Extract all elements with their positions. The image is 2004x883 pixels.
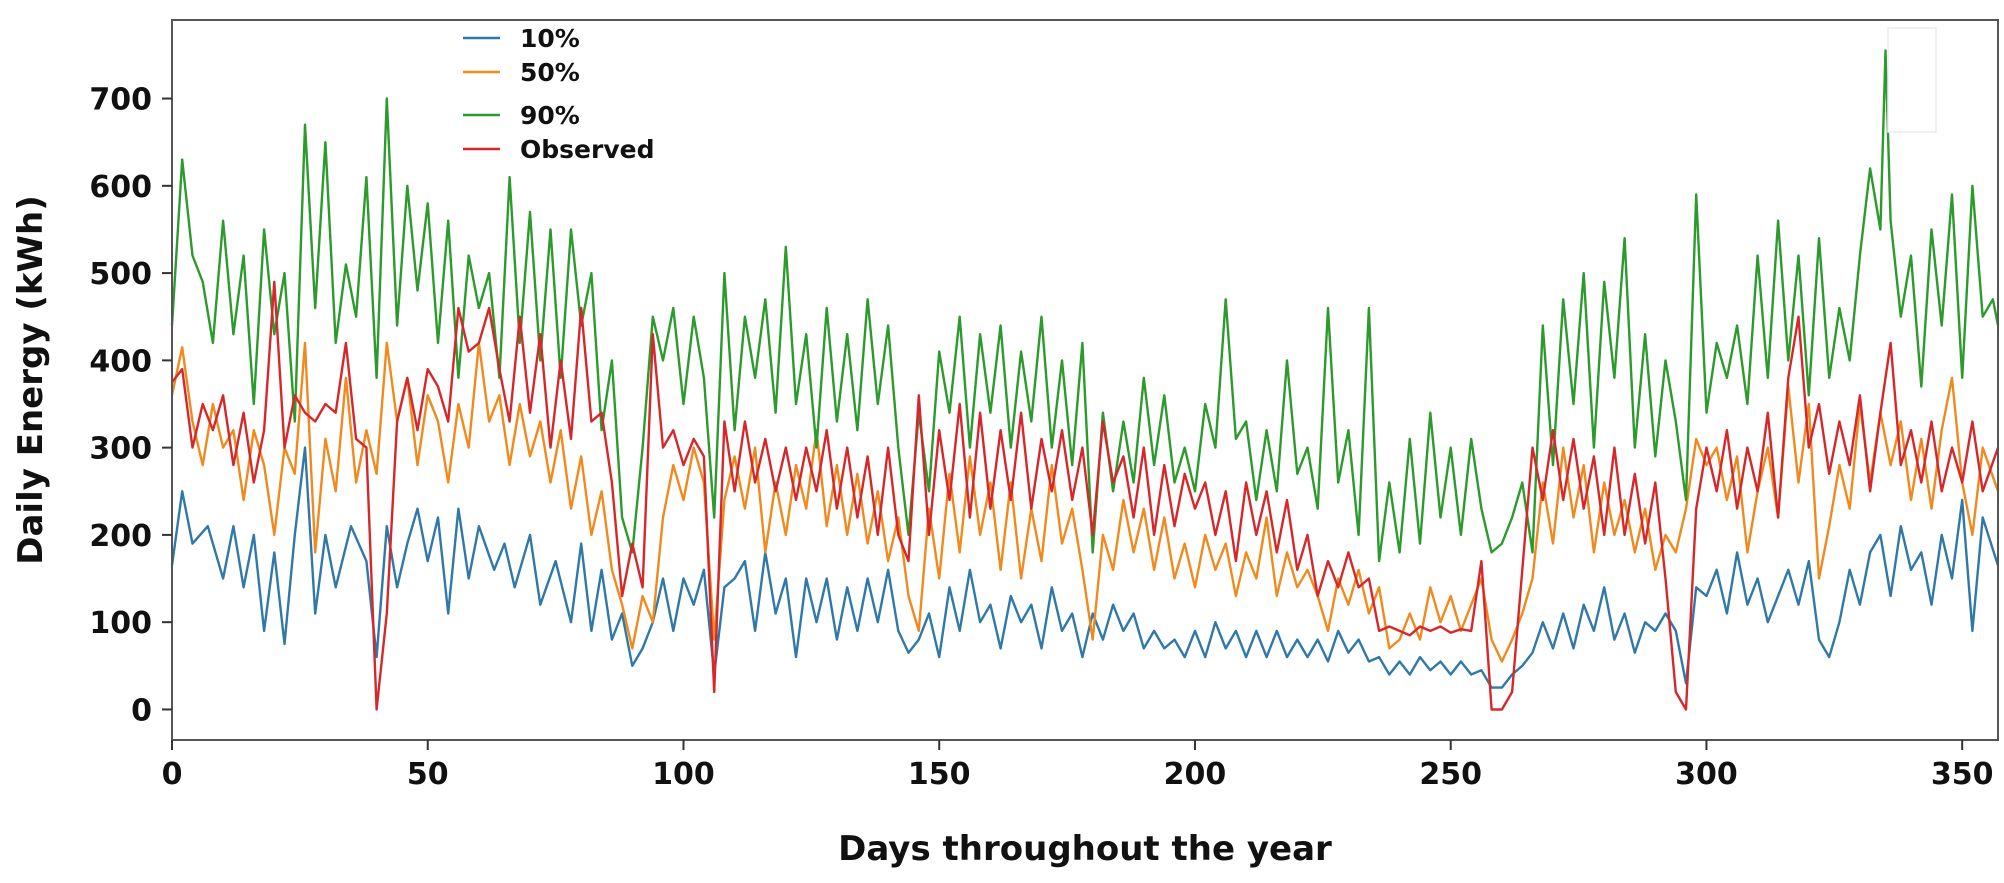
legend-label-90: 90% [520, 101, 580, 130]
x-tick-label: 300 [1675, 757, 1738, 792]
x-tick-label: 250 [1419, 757, 1482, 792]
series-line-10 [170, 446, 2000, 689]
plot-frame [171, 19, 1999, 741]
series-layer [170, 49, 2000, 711]
y-tick-label: 0 [131, 693, 152, 728]
legend-item-observed[interactable]: Observed [463, 135, 654, 164]
series-line-50 [170, 341, 2000, 663]
series-line-observed [171, 280, 2000, 711]
x-tick-label: 100 [652, 757, 715, 792]
y-tick-label: 200 [89, 519, 152, 554]
legend-label-10: 10% [520, 24, 580, 53]
legend-item-10[interactable]: 10% [463, 24, 580, 53]
legend-frame [1887, 27, 1937, 133]
legend-item-90[interactable]: 90% [463, 101, 580, 130]
y-tick-label: 700 [89, 83, 152, 118]
legend-label-observed: Observed [520, 135, 654, 164]
x-axis: 0 50 100 150 200 250 300 350 [162, 740, 1994, 792]
legend-label-50: 50% [520, 58, 580, 87]
y-tick-label: 400 [89, 344, 152, 379]
x-tick-label: 150 [908, 757, 971, 792]
x-tick-label: 0 [162, 757, 183, 792]
series-line-90 [170, 49, 2000, 563]
y-axis: 0 100 200 300 400 500 600 700 [89, 83, 172, 728]
x-tick-label: 200 [1164, 757, 1227, 792]
y-tick-label: 100 [89, 606, 152, 641]
y-tick-label: 600 [89, 170, 152, 205]
y-axis-title: Daily Energy (kWh) [11, 195, 51, 564]
x-tick-label: 50 [407, 757, 449, 792]
y-tick-label: 500 [89, 257, 152, 292]
y-tick-label: 300 [89, 432, 152, 467]
legend: 10% 50% 90% Observed [463, 24, 654, 164]
x-tick-label: 350 [1931, 757, 1994, 792]
x-axis-title: Days throughout the year [838, 829, 1332, 869]
legend-item-50[interactable]: 50% [463, 58, 580, 87]
